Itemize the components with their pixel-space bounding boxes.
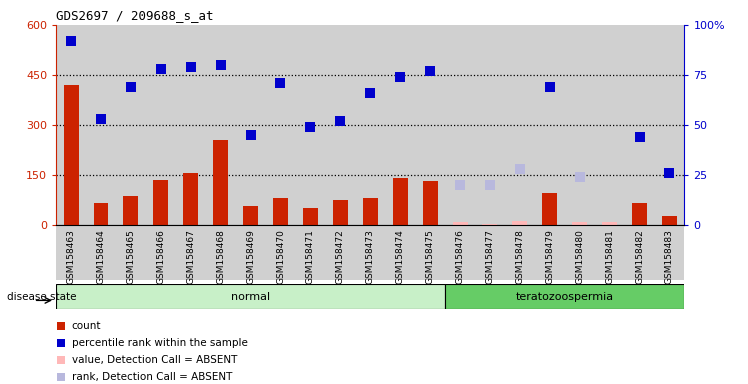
Bar <box>236 25 266 225</box>
Text: GSM158480: GSM158480 <box>575 229 584 284</box>
Bar <box>662 216 677 225</box>
Bar <box>542 193 557 225</box>
Bar <box>535 25 565 225</box>
Bar <box>213 140 228 225</box>
Bar <box>385 225 415 280</box>
Bar <box>183 173 198 225</box>
Bar <box>325 225 355 280</box>
Text: normal: normal <box>231 291 270 302</box>
Bar <box>266 25 295 225</box>
Bar <box>236 225 266 280</box>
Bar <box>445 25 475 225</box>
Bar <box>123 196 138 225</box>
Bar <box>512 224 527 225</box>
Bar <box>153 180 168 225</box>
Text: GSM158467: GSM158467 <box>186 229 195 284</box>
Bar <box>243 206 258 225</box>
Text: GSM158473: GSM158473 <box>366 229 375 284</box>
Text: GSM158472: GSM158472 <box>336 229 345 284</box>
Bar <box>572 222 587 225</box>
Bar <box>415 225 445 280</box>
Text: teratozoospermia: teratozoospermia <box>515 291 614 302</box>
Text: GSM158464: GSM158464 <box>96 229 105 284</box>
Bar <box>632 203 647 225</box>
Text: GSM158482: GSM158482 <box>635 229 644 284</box>
Bar <box>176 25 206 225</box>
Bar <box>453 224 468 225</box>
Bar <box>206 25 236 225</box>
Text: GSM158477: GSM158477 <box>485 229 494 284</box>
Bar <box>415 25 445 225</box>
Bar <box>565 225 595 280</box>
Bar <box>482 224 497 225</box>
Bar <box>625 225 654 280</box>
Bar <box>146 25 176 225</box>
Bar <box>505 25 535 225</box>
Bar <box>363 198 378 225</box>
Bar <box>595 25 625 225</box>
Bar <box>654 225 684 280</box>
Text: GSM158471: GSM158471 <box>306 229 315 284</box>
Bar <box>325 25 355 225</box>
Text: GSM158470: GSM158470 <box>276 229 285 284</box>
Bar <box>116 25 146 225</box>
Bar <box>535 225 565 280</box>
Bar <box>595 225 625 280</box>
Bar <box>146 225 176 280</box>
Text: GSM158474: GSM158474 <box>396 229 405 284</box>
Bar <box>206 225 236 280</box>
Bar <box>482 224 497 225</box>
Bar <box>295 25 325 225</box>
Bar <box>56 225 86 280</box>
Text: value, Detection Call = ABSENT: value, Detection Call = ABSENT <box>72 355 237 365</box>
Text: GSM158479: GSM158479 <box>545 229 554 284</box>
Bar <box>303 208 318 225</box>
Bar <box>385 25 415 225</box>
Bar <box>505 225 535 280</box>
Bar <box>423 181 438 225</box>
Text: GSM158483: GSM158483 <box>665 229 674 284</box>
Text: count: count <box>72 321 101 331</box>
Bar <box>266 225 295 280</box>
Bar <box>86 25 116 225</box>
Text: GSM158481: GSM158481 <box>605 229 614 284</box>
Bar <box>602 224 617 225</box>
Bar <box>475 25 505 225</box>
Bar <box>445 225 475 280</box>
Bar <box>176 225 206 280</box>
Text: percentile rank within the sample: percentile rank within the sample <box>72 338 248 348</box>
Bar <box>64 85 79 225</box>
Text: rank, Detection Call = ABSENT: rank, Detection Call = ABSENT <box>72 372 232 382</box>
Bar <box>355 25 385 225</box>
Bar <box>453 222 468 225</box>
Bar <box>475 225 505 280</box>
Bar <box>602 222 617 225</box>
Text: GSM158476: GSM158476 <box>456 229 465 284</box>
Bar <box>273 198 288 225</box>
Bar <box>56 284 445 309</box>
Bar <box>393 178 408 225</box>
Bar <box>625 25 654 225</box>
Bar <box>116 225 146 280</box>
Bar <box>445 284 684 309</box>
Text: GSM158469: GSM158469 <box>246 229 255 284</box>
Text: GDS2697 / 209688_s_at: GDS2697 / 209688_s_at <box>56 9 214 22</box>
Bar <box>86 225 116 280</box>
Text: GSM158463: GSM158463 <box>67 229 76 284</box>
Text: GSM158466: GSM158466 <box>156 229 165 284</box>
Text: GSM158478: GSM158478 <box>515 229 524 284</box>
Bar <box>94 203 108 225</box>
Bar <box>56 25 86 225</box>
Bar <box>572 224 587 225</box>
Bar <box>355 225 385 280</box>
Text: GSM158465: GSM158465 <box>126 229 135 284</box>
Bar <box>654 25 684 225</box>
Bar <box>333 200 348 225</box>
Text: disease state: disease state <box>7 291 77 302</box>
Bar <box>565 25 595 225</box>
Text: GSM158468: GSM158468 <box>216 229 225 284</box>
Text: GSM158475: GSM158475 <box>426 229 435 284</box>
Bar <box>295 225 325 280</box>
Bar <box>512 221 527 225</box>
